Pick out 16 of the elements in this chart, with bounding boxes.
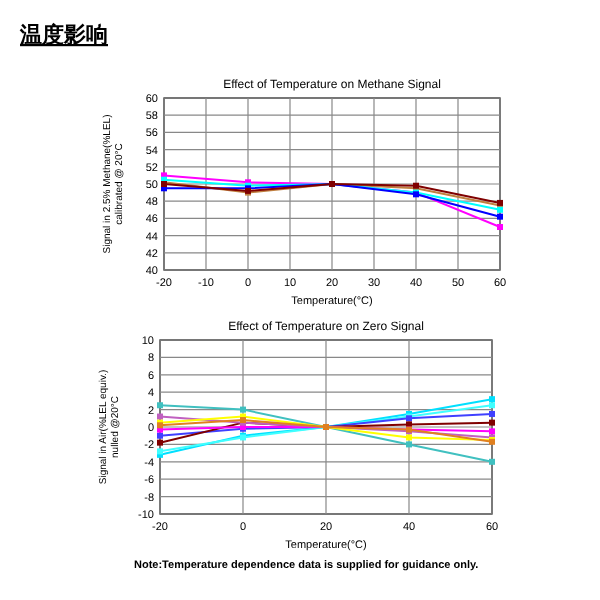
- point: [406, 441, 412, 448]
- point: [489, 396, 495, 403]
- point: [489, 428, 495, 435]
- text: 温度影响: [18, 22, 108, 48]
- point: [489, 419, 495, 426]
- point: [406, 434, 412, 441]
- point: [240, 406, 246, 413]
- point: [157, 432, 163, 439]
- point: [157, 402, 163, 409]
- point: [489, 402, 495, 409]
- line-series: [161, 183, 503, 220]
- point: [489, 410, 495, 417]
- point: [157, 439, 163, 446]
- point: [497, 213, 503, 220]
- point: [157, 413, 163, 420]
- point: [489, 458, 495, 465]
